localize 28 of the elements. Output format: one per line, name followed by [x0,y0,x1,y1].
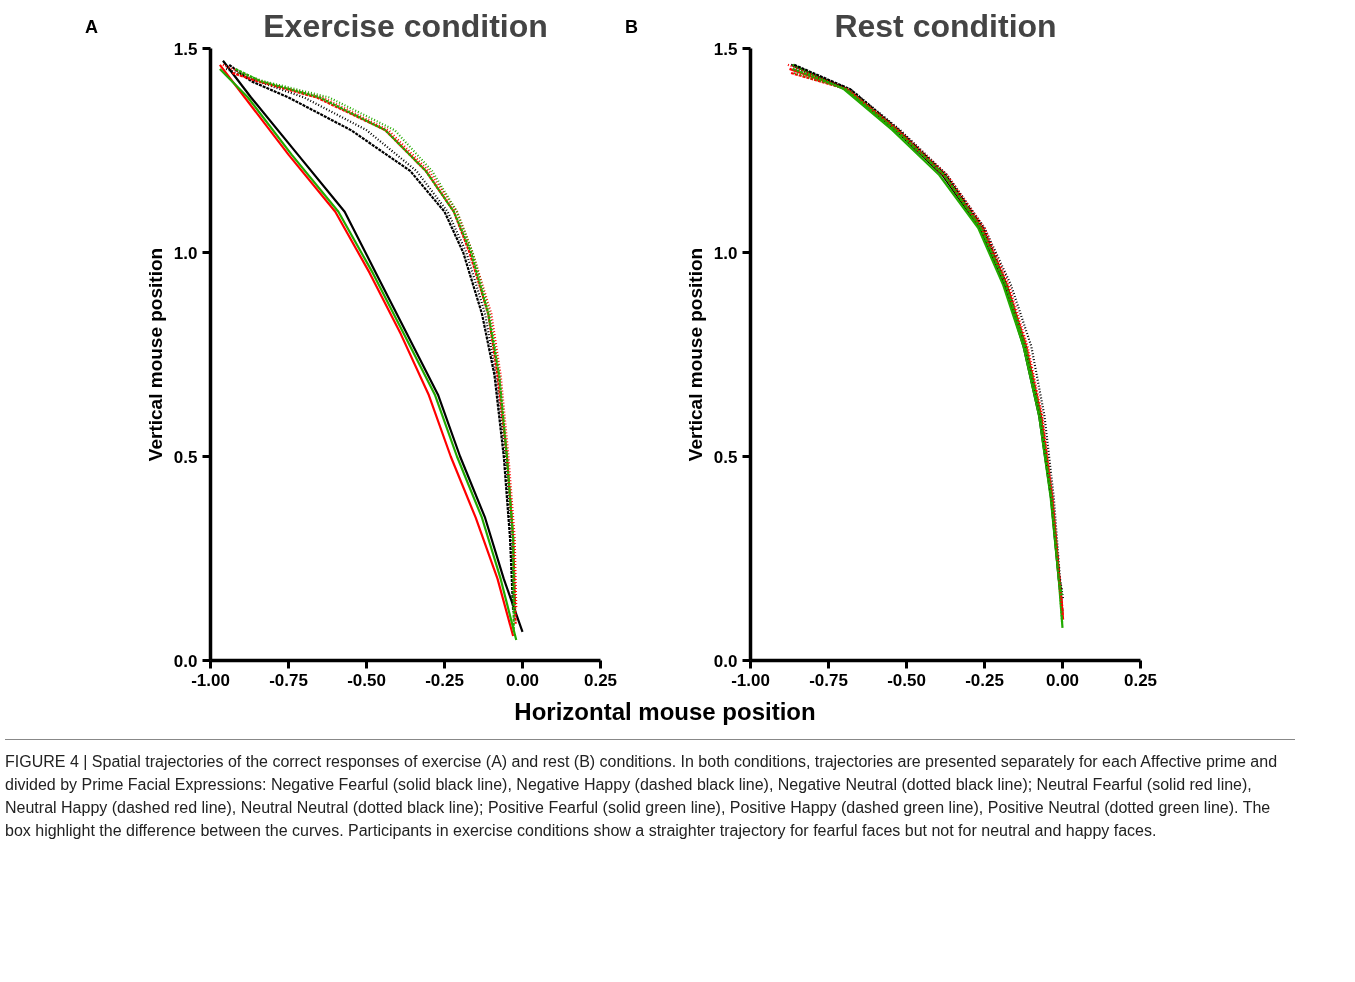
chart-title: Rest condition [834,7,1057,44]
text: A [85,16,98,39]
x-tick-label: 0.00 [1045,670,1080,690]
chart-title: Exercise condition [263,7,548,44]
y-tick-label: 0.5 [713,447,738,467]
y-tick-label: 1.0 [173,243,198,263]
y-tick-label: 0.0 [713,651,738,671]
y-tick-label: 0.5 [173,447,198,467]
caption: FIGURE 4 | Spatial trajectories of the correct responses of exercise (A) and rest (B) conditions. In both conditions, trajectories are presented separately for each Affective prime and divided by Prime Facial Expressions: Negative Fearful (solid black line), Negative Happy (dashed black line), Negative Neutral (dotted black line); Neutral Fearful (solid red line), Neutral Happy (dashed red line), Neutral Neutral (dotted black line); Positive Fearful (solid green line), Positive Happy (dashed green line), Positive Neutral (dotted green line). The box highlight the difference between the curves. Participants in exercise conditions show a straighter trajectory for fearful faces but not for neutral and happy faces. [5,752,1279,841]
y-axis-title: Vertical mouse position [144,247,166,462]
x-tick-label: -0.25 [965,670,1004,690]
x-tick-label: 0.25 [583,670,618,690]
y-tick-label: 1.5 [713,39,738,59]
x-tick-label: -1.00 [731,670,770,690]
y-tick-label: 1.0 [713,243,738,263]
y-tick-label: 1.5 [173,39,198,59]
x-axis-title: Horizontal mouse position [514,697,816,727]
x-tick-label: 0.00 [505,670,540,690]
x-tick-label: -0.75 [269,670,308,690]
y-axis-title: Vertical mouse position [684,247,706,462]
x-tick-label: 0.25 [1123,670,1158,690]
x-tick-label: -0.50 [347,670,386,690]
y-tick-label: 0.0 [173,651,198,671]
x-tick-label: -0.75 [809,670,848,690]
x-tick-label: -0.25 [425,670,464,690]
text: B [625,16,638,39]
x-tick-label: -1.00 [191,670,230,690]
x-tick-label: -0.50 [887,670,926,690]
